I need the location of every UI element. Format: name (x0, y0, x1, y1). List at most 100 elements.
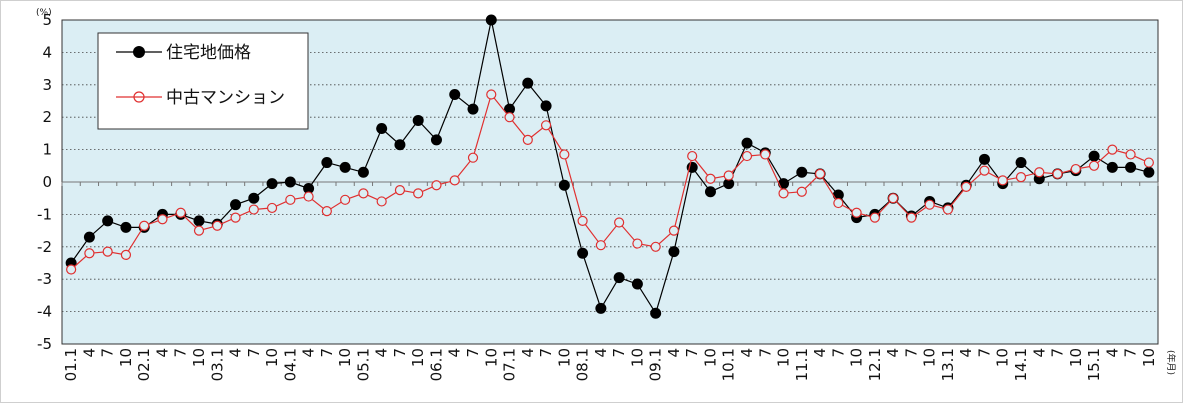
data-point (741, 137, 753, 149)
x-tick-label: 7 (756, 348, 774, 358)
data-point (997, 175, 1008, 186)
data-point (906, 212, 917, 223)
data-point (522, 77, 534, 89)
x-tick-label: 01.1 (62, 348, 80, 381)
x-tick-label: 10 (555, 348, 573, 367)
x-tick-label: 7 (99, 348, 117, 358)
data-point (394, 139, 406, 151)
data-point (942, 204, 954, 215)
data-point (412, 114, 424, 126)
y-tick-label: 2 (42, 108, 52, 126)
data-point (266, 178, 278, 190)
data-point (376, 123, 388, 135)
x-tick-label: 10 (701, 348, 719, 367)
x-tick-label: 4 (957, 348, 975, 358)
data-point (631, 278, 643, 290)
x-tick-label: 10 (409, 348, 427, 367)
data-point (668, 225, 680, 236)
data-point (321, 206, 332, 217)
data-point (340, 194, 351, 205)
data-point (558, 179, 570, 191)
data-point (102, 246, 113, 257)
grid-layer (62, 52, 1158, 313)
data-point (1015, 157, 1027, 169)
data-point (833, 197, 844, 209)
x-tick-label: 4 (738, 348, 756, 358)
data-point (760, 149, 771, 160)
data-point (321, 157, 333, 169)
legend-label-series-2: 中古マンション (166, 88, 285, 108)
x-tick-label: 07.1 (501, 348, 519, 381)
x-tick-label: 10 (921, 348, 939, 367)
data-point (650, 307, 662, 319)
data-point (248, 192, 260, 204)
data-point (888, 193, 899, 204)
data-point (486, 89, 497, 100)
data-point (266, 202, 278, 214)
data-point (120, 249, 132, 260)
x-tick-label: 10 (1140, 348, 1158, 367)
data-point (485, 14, 497, 26)
data-point (1088, 160, 1100, 171)
x-tick-label: 10 (775, 348, 793, 367)
y-unit-label: (%) (36, 8, 52, 18)
data-point (924, 199, 935, 210)
data-point (467, 152, 479, 163)
data-point (212, 220, 223, 231)
x-tick-label: 03.1 (208, 348, 226, 381)
x-unit-label: (年月) (1165, 350, 1177, 375)
x-tick-label: 4 (592, 348, 610, 358)
x-tick-label: 10 (190, 348, 208, 367)
data-point (1125, 149, 1136, 160)
data-point (1015, 172, 1027, 183)
data-point (504, 103, 516, 115)
x-tick-label: 12.1 (866, 348, 884, 381)
x-tick-label: 4 (1030, 348, 1048, 358)
x-tick-label: 10 (336, 348, 354, 367)
y-tick-label: -2 (37, 238, 52, 256)
data-point (613, 272, 625, 284)
data-point (303, 191, 314, 202)
data-point (540, 120, 552, 131)
x-tick-label: 7 (975, 348, 993, 358)
data-point (230, 199, 242, 211)
data-point (358, 188, 369, 199)
x-tick-label: 7 (245, 348, 263, 358)
x-tick-label: 4 (665, 348, 683, 358)
data-point (84, 248, 95, 259)
x-tick-label: 7 (464, 348, 482, 358)
x-tick-label: 10.1 (720, 348, 738, 381)
data-point (595, 302, 607, 314)
data-point (431, 180, 442, 191)
x-tick-label: 10 (1067, 348, 1085, 367)
x-tick-label: 06.1 (427, 348, 445, 381)
data-point (705, 173, 716, 184)
data-point (851, 207, 862, 218)
data-point (1070, 163, 1081, 175)
data-point (704, 186, 716, 198)
legend-marker-series-1 (133, 46, 145, 58)
x-tick-label: 4 (227, 348, 245, 358)
data-point (66, 264, 77, 275)
x-tick-label: 09.1 (647, 348, 665, 381)
data-point (1052, 168, 1063, 179)
data-point (668, 246, 680, 258)
x-tick-label: 7 (1049, 348, 1067, 358)
data-point (559, 149, 570, 160)
series-2 (66, 89, 1154, 275)
x-tick-label: 4 (1103, 348, 1121, 358)
data-point (723, 178, 735, 190)
data-point (1143, 157, 1154, 168)
data-point (778, 178, 790, 190)
data-point (796, 186, 807, 197)
x-tick-label: 7 (683, 348, 701, 358)
data-point (686, 161, 698, 173)
y-tick-label: 4 (42, 43, 52, 61)
data-point (961, 181, 972, 192)
x-tick-label: 14.1 (1012, 348, 1030, 381)
series-layer (65, 14, 1155, 319)
data-point (120, 221, 132, 233)
data-point (814, 168, 826, 179)
